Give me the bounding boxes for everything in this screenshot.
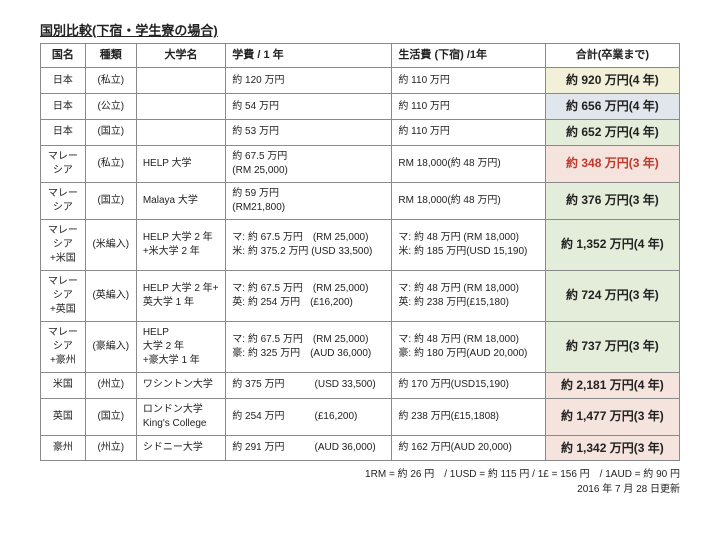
cell-living: 約 170 万円(USD15,190)	[392, 372, 545, 398]
table-row: 日本(私立) 約 120 万円約 110 万円約 920 万円(4 年)	[41, 68, 680, 94]
table-row: 日本(公立) 約 54 万円約 110 万円約 656 万円(4 年)	[41, 94, 680, 120]
table-row: マレーシア(私立)HELP 大学約 67.5 万円 (RM 25,000)RM …	[41, 145, 680, 182]
cell-total: 約 656 万円(4 年)	[545, 94, 679, 120]
cell-country: マレーシア	[41, 145, 86, 182]
th-total: 合計(卒業まで)	[545, 44, 679, 68]
cell-tuition: マ: 約 67.5 万円 (RM 25,000) 英: 約 254 万円 (£1…	[226, 270, 392, 321]
cell-total: 約 2,181 万円(4 年)	[545, 372, 679, 398]
cell-country: 日本	[41, 94, 86, 120]
cell-type: (州立)	[85, 435, 136, 461]
cell-living: 約 162 万円(AUD 20,000)	[392, 435, 545, 461]
footnote-rates: 1RM = 約 26 円 / 1USD = 約 115 円 / 1£ = 156…	[40, 467, 680, 482]
cell-type: (国立)	[85, 398, 136, 435]
table-row: マレーシア(国立)Malaya 大学約 59 万円 (RM21,800)RM 1…	[41, 182, 680, 219]
cell-country: マレーシア	[41, 182, 86, 219]
cell-univ: ロンドン大学 King's College	[136, 398, 225, 435]
cell-tuition: マ: 約 67.5 万円 (RM 25,000) 豪: 約 325 万円 (AU…	[226, 321, 392, 372]
table-row: 米国(州立)ワシントン大学約 375 万円 (USD 33,500)約 170 …	[41, 372, 680, 398]
cell-type: (国立)	[85, 119, 136, 145]
cell-tuition: 約 59 万円 (RM21,800)	[226, 182, 392, 219]
cell-living: マ: 約 48 万円 (RM 18,000) 英: 約 238 万円(£15,1…	[392, 270, 545, 321]
cell-living: 約 110 万円	[392, 119, 545, 145]
page-title: 国別比較(下宿・学生寮の場合)	[40, 20, 680, 39]
cell-univ: ワシントン大学	[136, 372, 225, 398]
table-header-row: 国名 種類 大学名 学費 / 1 年 生活費 (下宿) /1年 合計(卒業まで)	[41, 44, 680, 68]
table-row: マレーシア +米国(米編入)HELP 大学 2 年 +米大学 2 年マ: 約 6…	[41, 219, 680, 270]
footnote-date: 2016 年 7 月 28 日更新	[40, 482, 680, 497]
cell-univ: HELP 大学 2 年 +米大学 2 年	[136, 219, 225, 270]
cell-total: 約 724 万円(3 年)	[545, 270, 679, 321]
th-tuition: 学費 / 1 年	[226, 44, 392, 68]
cell-total: 約 348 万円(3 年)	[545, 145, 679, 182]
cell-univ: Malaya 大学	[136, 182, 225, 219]
cell-living: 約 110 万円	[392, 94, 545, 120]
table-row: マレーシア +英国(英編入)HELP 大学 2 年+ 英大学 1 年マ: 約 6…	[41, 270, 680, 321]
cell-tuition: 約 53 万円	[226, 119, 392, 145]
cell-tuition: 約 54 万円	[226, 94, 392, 120]
cell-living: RM 18,000(約 48 万円)	[392, 182, 545, 219]
cell-univ: HELP 大学 2 年+ 英大学 1 年	[136, 270, 225, 321]
cell-country: マレーシア +豪州	[41, 321, 86, 372]
cell-country: 英国	[41, 398, 86, 435]
cell-tuition: 約 375 万円 (USD 33,500)	[226, 372, 392, 398]
cell-type: (私立)	[85, 68, 136, 94]
cell-country: マレーシア +英国	[41, 270, 86, 321]
cell-country: 日本	[41, 119, 86, 145]
cell-tuition: 約 291 万円 (AUD 36,000)	[226, 435, 392, 461]
cell-total: 約 376 万円(3 年)	[545, 182, 679, 219]
cell-univ: HELP 大学 2 年 +豪大学 1 年	[136, 321, 225, 372]
cell-type: (豪編入)	[85, 321, 136, 372]
cell-living: 約 238 万円(£15,1808)	[392, 398, 545, 435]
cell-total: 約 1,352 万円(4 年)	[545, 219, 679, 270]
cell-country: 日本	[41, 68, 86, 94]
cell-type: (米編入)	[85, 219, 136, 270]
cell-tuition: 約 254 万円 (£16,200)	[226, 398, 392, 435]
cell-type: (私立)	[85, 145, 136, 182]
cell-living: マ: 約 48 万円 (RM 18,000) 豪: 約 180 万円(AUD 2…	[392, 321, 545, 372]
cell-univ: HELP 大学	[136, 145, 225, 182]
cell-type: (公立)	[85, 94, 136, 120]
cell-total: 約 1,342 万円(3 年)	[545, 435, 679, 461]
th-type: 種類	[85, 44, 136, 68]
cell-living: マ: 約 48 万円 (RM 18,000) 米: 約 185 万円(USD 1…	[392, 219, 545, 270]
th-country: 国名	[41, 44, 86, 68]
cell-total: 約 652 万円(4 年)	[545, 119, 679, 145]
comparison-table: 国名 種類 大学名 学費 / 1 年 生活費 (下宿) /1年 合計(卒業まで)…	[40, 43, 680, 461]
cell-univ	[136, 68, 225, 94]
cell-total: 約 1,477 万円(3 年)	[545, 398, 679, 435]
cell-country: 豪州	[41, 435, 86, 461]
cell-country: 米国	[41, 372, 86, 398]
cell-country: マレーシア +米国	[41, 219, 86, 270]
cell-tuition: 約 120 万円	[226, 68, 392, 94]
cell-univ: シドニー大学	[136, 435, 225, 461]
cell-type: (国立)	[85, 182, 136, 219]
cell-tuition: マ: 約 67.5 万円 (RM 25,000) 米: 約 375.2 万円 (…	[226, 219, 392, 270]
table-row: 豪州(州立)シドニー大学約 291 万円 (AUD 36,000)約 162 万…	[41, 435, 680, 461]
table-row: 英国(国立)ロンドン大学 King's College約 254 万円 (£16…	[41, 398, 680, 435]
cell-univ	[136, 94, 225, 120]
cell-univ	[136, 119, 225, 145]
cell-total: 約 737 万円(3 年)	[545, 321, 679, 372]
th-univ: 大学名	[136, 44, 225, 68]
table-row: マレーシア +豪州(豪編入)HELP 大学 2 年 +豪大学 1 年マ: 約 6…	[41, 321, 680, 372]
cell-type: (州立)	[85, 372, 136, 398]
cell-total: 約 920 万円(4 年)	[545, 68, 679, 94]
cell-living: RM 18,000(約 48 万円)	[392, 145, 545, 182]
table-row: 日本(国立) 約 53 万円約 110 万円約 652 万円(4 年)	[41, 119, 680, 145]
th-living: 生活費 (下宿) /1年	[392, 44, 545, 68]
cell-tuition: 約 67.5 万円 (RM 25,000)	[226, 145, 392, 182]
cell-type: (英編入)	[85, 270, 136, 321]
cell-living: 約 110 万円	[392, 68, 545, 94]
